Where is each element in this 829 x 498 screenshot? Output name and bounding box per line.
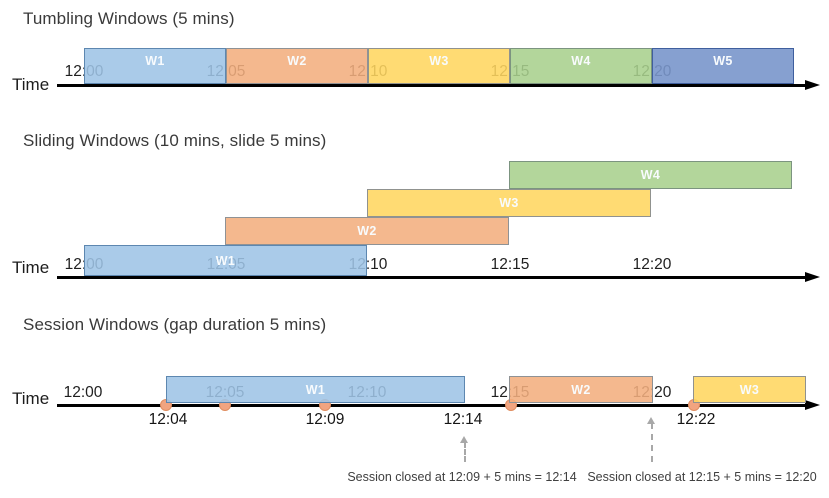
event-time-label: 12:22: [676, 411, 716, 428]
timeline-arrowhead-icon: [805, 80, 820, 90]
section-title-sliding: Sliding Windows (10 mins, slide 5 mins): [23, 131, 327, 150]
window-bar-w4: W4: [509, 161, 792, 189]
event-time-label: 12:04: [148, 411, 188, 428]
window-label: W3: [739, 382, 760, 397]
window-label: W1: [305, 382, 326, 397]
callout-arrow-line: [464, 442, 466, 462]
window-label: W2: [357, 224, 377, 238]
section-title-tumbling: Tumbling Windows (5 mins): [23, 9, 235, 28]
tick-label: 12:15: [490, 256, 530, 273]
timeline-axis: [57, 404, 806, 407]
window-bar-w3: W3: [368, 48, 510, 84]
window-bar-w5: W5: [652, 48, 794, 84]
tick-label: 12:00: [63, 384, 103, 401]
window-label: W3: [499, 196, 519, 210]
window-label: W2: [571, 382, 591, 397]
window-label: W1: [215, 253, 236, 268]
window-bar-w2: W2: [509, 376, 653, 403]
timeline-arrowhead-icon: [805, 400, 820, 410]
window-label: W4: [571, 54, 591, 68]
time-axis-label: Time: [12, 389, 50, 408]
window-bar-w3: W3: [693, 376, 806, 403]
window-bar-w3: W3: [367, 189, 651, 217]
timeline-axis: [57, 84, 806, 87]
event-time-label: 12:14: [443, 411, 483, 428]
window-bar-w2: W2: [226, 48, 368, 84]
timeline-arrowhead-icon: [805, 272, 820, 282]
window-label: W5: [713, 54, 733, 68]
window-label: W1: [145, 54, 165, 68]
callout-arrowhead-icon: [460, 436, 468, 443]
window-label: W2: [287, 54, 307, 68]
window-bar-w1: W1: [84, 48, 226, 84]
window-bar-w2: W2: [225, 217, 509, 245]
session-closed-note: Session closed at 12:15 + 5 mins = 12:20: [587, 470, 817, 484]
window-bar-w4: W4: [510, 48, 652, 84]
tick-label: 12:20: [632, 256, 672, 273]
callout-arrowhead-icon: [647, 417, 655, 424]
timeline-axis: [57, 276, 806, 279]
window-bar-w1: W1: [84, 245, 367, 276]
callout-arrow-line: [651, 423, 653, 462]
event-time-label: 12:09: [305, 411, 345, 428]
section-title-session: Session Windows (gap duration 5 mins): [23, 315, 327, 334]
time-axis-label: Time: [12, 75, 50, 94]
window-label: W4: [640, 168, 661, 182]
window-label: W3: [429, 54, 449, 68]
time-axis-label: Time: [12, 258, 50, 277]
window-bar-w1: W1: [166, 376, 465, 403]
session-closed-note: Session closed at 12:09 + 5 mins = 12:14: [347, 470, 577, 484]
